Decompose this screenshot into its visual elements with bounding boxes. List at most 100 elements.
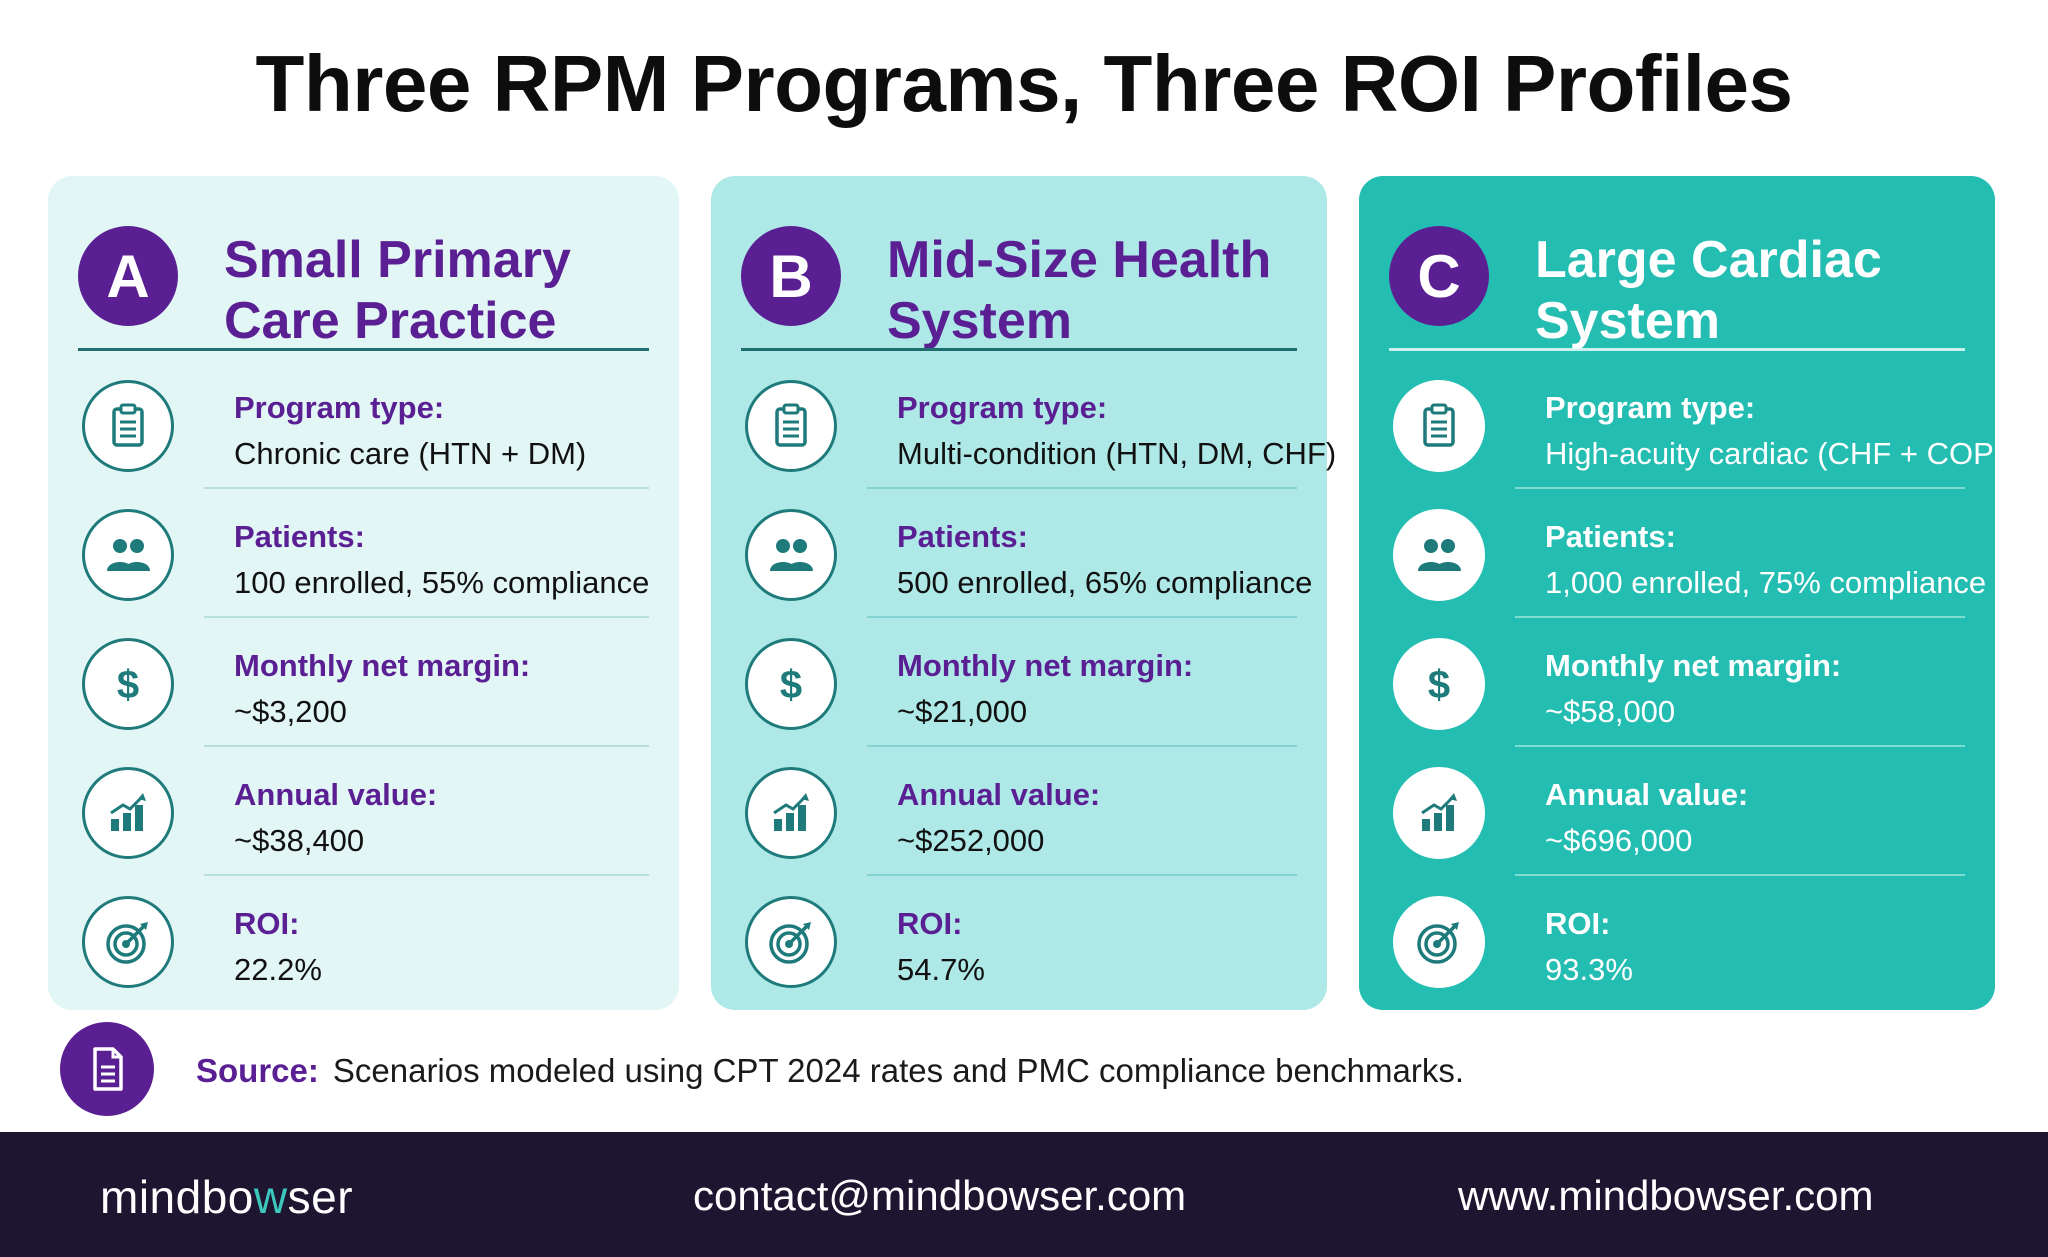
row-divider bbox=[867, 487, 1297, 489]
brand-text-accent: w bbox=[253, 1171, 288, 1223]
card-badge: B bbox=[741, 226, 841, 326]
row-label: Patients: bbox=[897, 519, 1028, 554]
clipboard-icon bbox=[745, 380, 837, 472]
card-title: Large Cardiac System bbox=[1535, 231, 1882, 350]
row-patients: Patients: 1,000 enrolled, 75% compliance bbox=[1389, 489, 1986, 618]
card-header: C Large Cardiac System bbox=[1389, 202, 1965, 350]
card-mid-size-health-system: B Mid-Size Health System Program type: M… bbox=[711, 176, 1336, 1010]
row-value: 54.7% bbox=[897, 952, 985, 987]
dollar-icon: $ bbox=[82, 638, 174, 730]
row-patients: Patients: 500 enrolled, 65% compliance bbox=[741, 489, 1312, 618]
patients-icon bbox=[1393, 509, 1485, 601]
row-label: Program type: bbox=[234, 390, 445, 425]
row-value: Multi-condition (HTN, DM, CHF) bbox=[897, 436, 1337, 471]
row-monthly-net-margin: $ Monthly net margin: ~$58,000 bbox=[1389, 618, 1975, 747]
row-label: Patients: bbox=[1545, 519, 1676, 554]
row-value: ~$58,000 bbox=[1545, 694, 1676, 729]
row-value: ~$3,200 bbox=[234, 694, 347, 729]
row-label: Program type: bbox=[897, 390, 1108, 425]
row-roi: ROI: 22.2% bbox=[78, 876, 659, 1005]
row-value: 93.3% bbox=[1545, 952, 1633, 987]
footer-bar: mindbowser contact@mindbowser.com www.mi… bbox=[0, 1132, 2048, 1257]
card-small-primary-care: A Small Primary Care Practice Program ty… bbox=[48, 176, 679, 1010]
card-title: Small Primary Care Practice bbox=[224, 231, 571, 350]
row-value: 22.2% bbox=[234, 952, 322, 987]
row-label: Patients: bbox=[234, 519, 365, 554]
dollar-icon: $ bbox=[745, 638, 837, 730]
row-divider bbox=[867, 874, 1297, 876]
row-value: 100 enrolled, 55% compliance bbox=[234, 565, 650, 600]
row-divider bbox=[1515, 745, 1965, 747]
row-value: ~$252,000 bbox=[897, 823, 1045, 858]
page-title: Three RPM Programs, Three ROI Profiles bbox=[255, 39, 1793, 128]
row-divider bbox=[204, 487, 649, 489]
clipboard-icon bbox=[1393, 380, 1485, 472]
row-label: ROI: bbox=[1545, 906, 1611, 941]
row-label: Program type: bbox=[1545, 390, 1756, 425]
target-icon bbox=[745, 896, 837, 988]
source-note: Source: Scenarios modeled using CPT 2024 … bbox=[196, 1052, 1464, 1090]
svg-text:$: $ bbox=[1428, 663, 1450, 707]
row-patients: Patients: 100 enrolled, 55% compliance bbox=[78, 489, 659, 618]
row-label: Monthly net margin: bbox=[234, 648, 531, 683]
row-label: Annual value: bbox=[897, 777, 1101, 812]
row-value: ~$21,000 bbox=[897, 694, 1028, 729]
patients-icon bbox=[82, 509, 174, 601]
row-roi: ROI: 54.7% bbox=[741, 876, 1307, 1005]
row-label: ROI: bbox=[897, 906, 963, 941]
row-label: Monthly net margin: bbox=[1545, 648, 1842, 683]
row-divider bbox=[867, 616, 1297, 618]
header-divider bbox=[78, 348, 649, 351]
row-divider bbox=[204, 874, 649, 876]
clipboard-icon bbox=[82, 380, 174, 472]
header-divider bbox=[741, 348, 1297, 351]
target-icon bbox=[1393, 896, 1485, 988]
contact-email[interactable]: contact@mindbowser.com bbox=[693, 1172, 1187, 1219]
svg-text:$: $ bbox=[780, 663, 802, 707]
row-annual-value: Annual value: ~$696,000 bbox=[1389, 747, 1975, 876]
row-divider bbox=[204, 745, 649, 747]
row-label: Annual value: bbox=[1545, 777, 1749, 812]
row-divider bbox=[1515, 874, 1965, 876]
dollar-icon: $ bbox=[1393, 638, 1485, 730]
row-label: ROI: bbox=[234, 906, 300, 941]
row-monthly-net-margin: $ Monthly net margin: ~$21,000 bbox=[741, 618, 1307, 747]
row-divider bbox=[1515, 487, 1965, 489]
row-value: 1,000 enrolled, 75% compliance bbox=[1545, 565, 1987, 600]
row-annual-value: Annual value: ~$38,400 bbox=[78, 747, 659, 876]
card-title: Mid-Size Health System bbox=[887, 231, 1272, 350]
header-divider bbox=[1389, 348, 1965, 351]
card-badge: A bbox=[78, 226, 178, 326]
bar-chart-icon bbox=[1393, 767, 1485, 859]
row-value: ~$696,000 bbox=[1545, 823, 1693, 858]
row-divider bbox=[1515, 616, 1965, 618]
card-large-cardiac-system: C Large Cardiac System Program type: Hig… bbox=[1359, 176, 2026, 1010]
row-value: 500 enrolled, 65% compliance bbox=[897, 565, 1313, 600]
card-header: A Small Primary Care Practice bbox=[78, 202, 649, 350]
row-roi: ROI: 93.3% bbox=[1389, 876, 1975, 1005]
row-label: Annual value: bbox=[234, 777, 438, 812]
patients-icon bbox=[745, 509, 837, 601]
row-monthly-net-margin: $ Monthly net margin: ~$3,200 bbox=[78, 618, 659, 747]
source-label: Source: bbox=[196, 1052, 319, 1089]
target-icon bbox=[82, 896, 174, 988]
row-divider bbox=[867, 745, 1297, 747]
row-value: High-acuity cardiac (CHF + COPD) bbox=[1545, 436, 2027, 471]
brand-text-start: mindbo bbox=[100, 1171, 254, 1223]
document-icon bbox=[60, 1022, 154, 1116]
card-badge: C bbox=[1389, 226, 1489, 326]
website-link[interactable]: www.mindbowser.com bbox=[1458, 1172, 1874, 1219]
row-program-type: Program type: Chronic care (HTN + DM) bbox=[78, 360, 659, 489]
row-divider bbox=[204, 616, 649, 618]
source-text: Scenarios modeled using CPT 2024 rates a… bbox=[332, 1052, 1465, 1089]
row-program-type: Program type: Multi-condition (HTN, DM, … bbox=[741, 360, 1336, 489]
row-program-type: Program type: High-acuity cardiac (CHF +… bbox=[1389, 360, 2026, 489]
bar-chart-icon bbox=[82, 767, 174, 859]
svg-text:$: $ bbox=[117, 663, 139, 707]
brand-logo: mindbowser bbox=[100, 1170, 353, 1224]
bar-chart-icon bbox=[745, 767, 837, 859]
row-value: Chronic care (HTN + DM) bbox=[234, 436, 587, 471]
row-annual-value: Annual value: ~$252,000 bbox=[741, 747, 1307, 876]
row-value: ~$38,400 bbox=[234, 823, 365, 858]
brand-text-end: ser bbox=[287, 1171, 354, 1223]
